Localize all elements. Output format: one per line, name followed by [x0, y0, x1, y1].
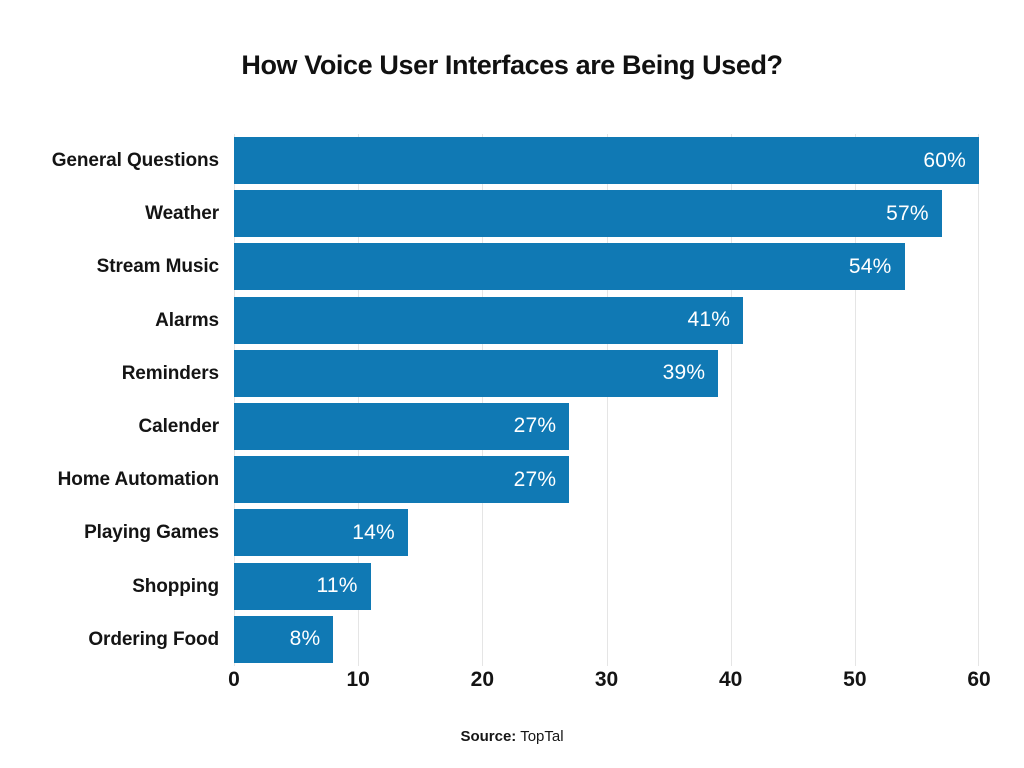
category-label: Stream Music	[96, 256, 219, 278]
bar[interactable]: 60%	[234, 137, 979, 184]
source-caption: Source: TopTal	[0, 727, 1024, 747]
gridline	[854, 134, 856, 666]
bar-row[interactable]: Calender 27%	[0, 400, 1024, 453]
gridline	[234, 134, 235, 666]
category-label: General Questions	[51, 150, 219, 171]
category-label: Playing Games	[84, 522, 219, 544]
source-value: TopTal	[520, 728, 564, 745]
bar-value-label: 57%	[886, 201, 929, 225]
bar-value-label: 11%	[316, 574, 358, 597]
bar-track: 57%	[234, 190, 979, 238]
gridline	[482, 134, 484, 666]
bar-track: 8%	[234, 615, 979, 663]
gridlines	[234, 134, 979, 666]
bar-row[interactable]: General Questions 60%	[0, 134, 1024, 187]
x-axis-tick: 60	[967, 668, 991, 691]
category-label: Home Automation	[57, 469, 220, 491]
bar-track: 39%	[234, 349, 979, 397]
bar-value-label: 54%	[848, 254, 892, 278]
x-axis-tick: 30	[594, 668, 619, 691]
x-axis-tick: 10	[346, 668, 370, 691]
bar-row[interactable]: Weather 57%	[0, 187, 1024, 240]
x-axis-tick: 0	[228, 668, 240, 691]
bar[interactable]: 39%	[234, 349, 719, 397]
gridline	[978, 134, 979, 666]
plot-area: General Questions 60% Weather 57% Stream Mus…	[0, 134, 1024, 666]
gridline	[358, 134, 360, 666]
page-title: How Voice User Interfaces are Being Used…	[241, 50, 783, 80]
x-axis: 0 10 20 30 40 50 60	[228, 668, 991, 702]
bar[interactable]: 11%	[234, 562, 371, 610]
bar-value-label: 27%	[513, 467, 557, 491]
category-label: Shopping	[132, 575, 219, 597]
bar-value-label: 14%	[352, 520, 395, 544]
bar-value-label: 39%	[662, 361, 706, 385]
category-label: Alarms	[155, 309, 219, 331]
category-label: Ordering Food	[88, 628, 219, 650]
bar[interactable]: 27%	[234, 456, 570, 504]
category-label: Weather	[145, 203, 219, 225]
gridline	[606, 134, 608, 666]
bar-track: 60%	[234, 137, 979, 184]
x-axis-tick: 20	[470, 668, 495, 691]
bar-row[interactable]: Reminders 39%	[0, 347, 1024, 400]
bar-track: 27%	[234, 402, 979, 450]
bar[interactable]: 27%	[234, 402, 570, 450]
x-axis-tick: 50	[843, 668, 867, 691]
bar-value-label: 27%	[513, 414, 557, 438]
category-label: Calender	[138, 415, 219, 437]
bar-row[interactable]: Alarms 41%	[0, 294, 1024, 347]
bar-value-label: 8%	[289, 627, 321, 651]
bar-row[interactable]: Shopping 11%	[0, 560, 1024, 613]
bar[interactable]: 8%	[234, 615, 334, 663]
gridline	[730, 134, 732, 666]
bar-track: 41%	[234, 296, 979, 344]
category-label: Reminders	[121, 362, 219, 384]
x-axis-tick: 40	[718, 668, 743, 691]
bar[interactable]: 54%	[234, 243, 905, 291]
bar[interactable]: 41%	[234, 296, 744, 344]
bar-value-label: 60%	[923, 148, 966, 172]
bar-row[interactable]: Playing Games 14%	[0, 506, 1024, 559]
bar-row[interactable]: Ordering Food 8%	[0, 613, 1024, 666]
bar-track: 54%	[234, 243, 979, 291]
bar[interactable]: 57%	[234, 190, 942, 238]
bar-series: General Questions 60% Weather 57% Stream Mus…	[0, 134, 1024, 666]
bar-track: 27%	[234, 456, 979, 504]
bar-row[interactable]: Stream Music 54%	[0, 240, 1024, 293]
bar-value-label: 41%	[687, 308, 731, 332]
source-label: Source:	[460, 728, 517, 745]
bar-track: 11%	[234, 562, 979, 610]
bar-track: 14%	[234, 509, 979, 557]
bar-row[interactable]: Home Automation 27%	[0, 453, 1024, 506]
bar[interactable]: 14%	[234, 509, 408, 557]
